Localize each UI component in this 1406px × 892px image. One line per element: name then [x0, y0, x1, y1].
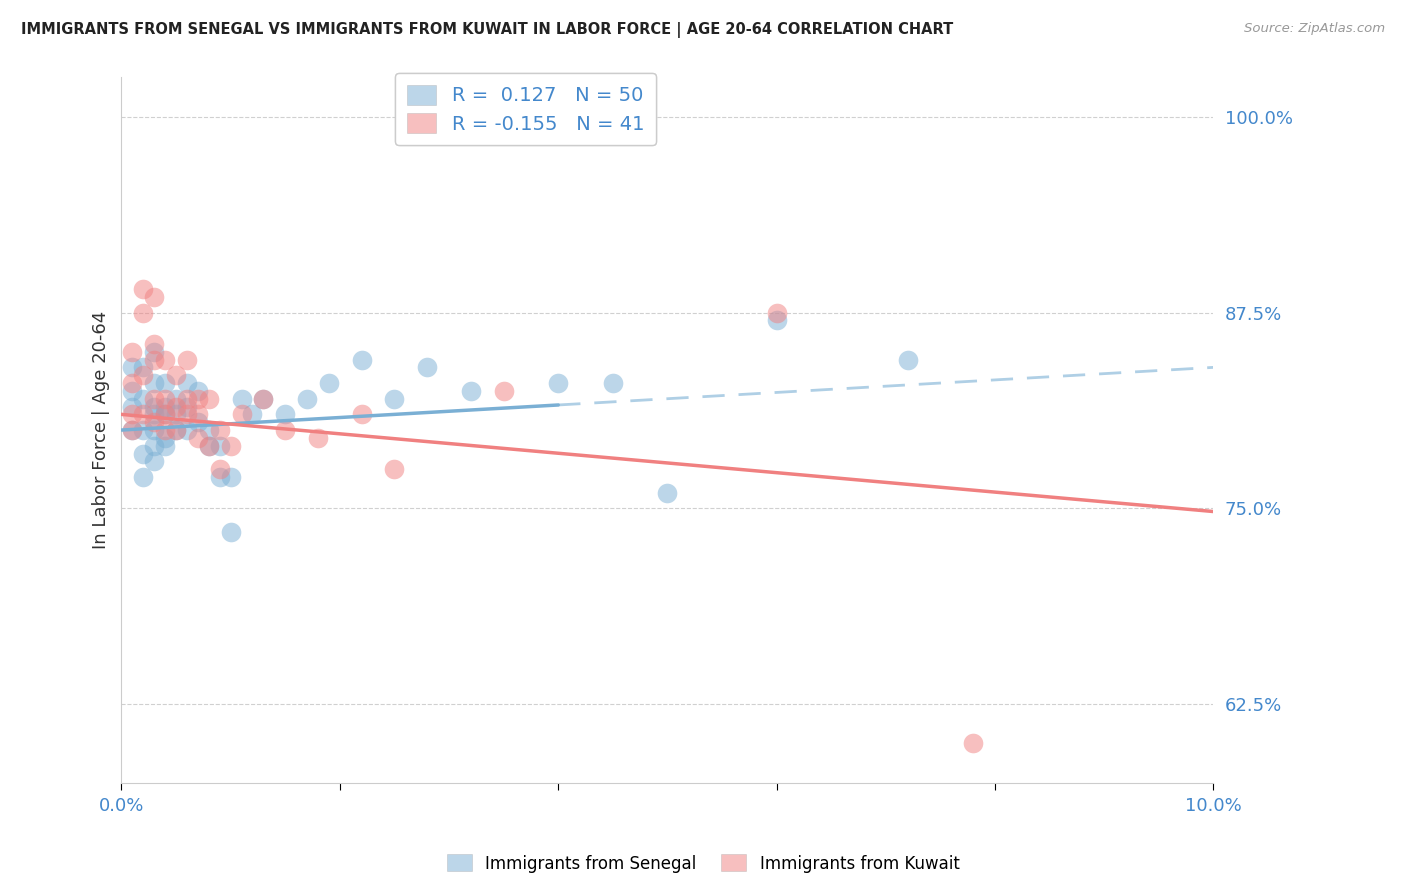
Point — [176, 423, 198, 437]
Point — [143, 336, 166, 351]
Point — [121, 344, 143, 359]
Point — [121, 400, 143, 414]
Point — [208, 462, 231, 476]
Point — [153, 352, 176, 367]
Point — [547, 376, 569, 390]
Point — [208, 439, 231, 453]
Point — [252, 392, 274, 406]
Point — [153, 423, 176, 437]
Text: Source: ZipAtlas.com: Source: ZipAtlas.com — [1244, 22, 1385, 36]
Point — [153, 400, 176, 414]
Point — [143, 408, 166, 422]
Point — [121, 423, 143, 437]
Point — [897, 352, 920, 367]
Legend: R =  0.127   N = 50, R = -0.155   N = 41: R = 0.127 N = 50, R = -0.155 N = 41 — [395, 73, 655, 145]
Point — [153, 408, 176, 422]
Point — [143, 400, 166, 414]
Point — [143, 344, 166, 359]
Point — [242, 408, 264, 422]
Point — [219, 524, 242, 539]
Point — [187, 384, 209, 398]
Point — [153, 431, 176, 445]
Point — [765, 313, 787, 327]
Point — [176, 400, 198, 414]
Point — [198, 392, 221, 406]
Point — [143, 392, 166, 406]
Point — [198, 439, 221, 453]
Point — [143, 352, 166, 367]
Point — [165, 423, 187, 437]
Point — [132, 305, 155, 319]
Point — [176, 408, 198, 422]
Point — [187, 392, 209, 406]
Point — [132, 368, 155, 383]
Point — [384, 392, 406, 406]
Point — [765, 305, 787, 319]
Point — [121, 408, 143, 422]
Point — [274, 423, 297, 437]
Point — [121, 360, 143, 375]
Point — [219, 470, 242, 484]
Point — [143, 439, 166, 453]
Point — [143, 454, 166, 468]
Point — [231, 408, 253, 422]
Text: IMMIGRANTS FROM SENEGAL VS IMMIGRANTS FROM KUWAIT IN LABOR FORCE | AGE 20-64 COR: IMMIGRANTS FROM SENEGAL VS IMMIGRANTS FR… — [21, 22, 953, 38]
Point — [187, 408, 209, 422]
Point — [132, 282, 155, 296]
Point — [208, 470, 231, 484]
Point — [176, 376, 198, 390]
Point — [252, 392, 274, 406]
Point — [350, 352, 373, 367]
Point — [208, 423, 231, 437]
Point — [132, 408, 155, 422]
Point — [132, 470, 155, 484]
Point — [231, 392, 253, 406]
Point — [143, 415, 166, 429]
Point — [121, 423, 143, 437]
Point — [132, 360, 155, 375]
Point — [153, 439, 176, 453]
Point — [602, 376, 624, 390]
Point — [143, 423, 166, 437]
Point — [165, 400, 187, 414]
Point — [492, 384, 515, 398]
Point — [219, 439, 242, 453]
Point — [132, 446, 155, 460]
Point — [132, 423, 155, 437]
Point — [318, 376, 340, 390]
Point — [187, 431, 209, 445]
Point — [153, 392, 176, 406]
Point — [132, 392, 155, 406]
Point — [274, 408, 297, 422]
Point — [307, 431, 329, 445]
Point — [350, 408, 373, 422]
Point — [198, 423, 221, 437]
Point — [416, 360, 439, 375]
Point — [962, 737, 984, 751]
Point — [121, 384, 143, 398]
Point — [143, 290, 166, 304]
Point — [295, 392, 318, 406]
Point — [153, 408, 176, 422]
Point — [143, 376, 166, 390]
Legend: Immigrants from Senegal, Immigrants from Kuwait: Immigrants from Senegal, Immigrants from… — [440, 847, 966, 880]
Point — [384, 462, 406, 476]
Point — [187, 415, 209, 429]
Point — [121, 376, 143, 390]
Point — [460, 384, 482, 398]
Point — [165, 423, 187, 437]
Point — [176, 392, 198, 406]
Y-axis label: In Labor Force | Age 20-64: In Labor Force | Age 20-64 — [93, 311, 110, 549]
Point — [165, 392, 187, 406]
Point — [657, 485, 679, 500]
Point — [165, 368, 187, 383]
Point — [153, 376, 176, 390]
Point — [198, 439, 221, 453]
Point — [165, 408, 187, 422]
Point — [176, 352, 198, 367]
